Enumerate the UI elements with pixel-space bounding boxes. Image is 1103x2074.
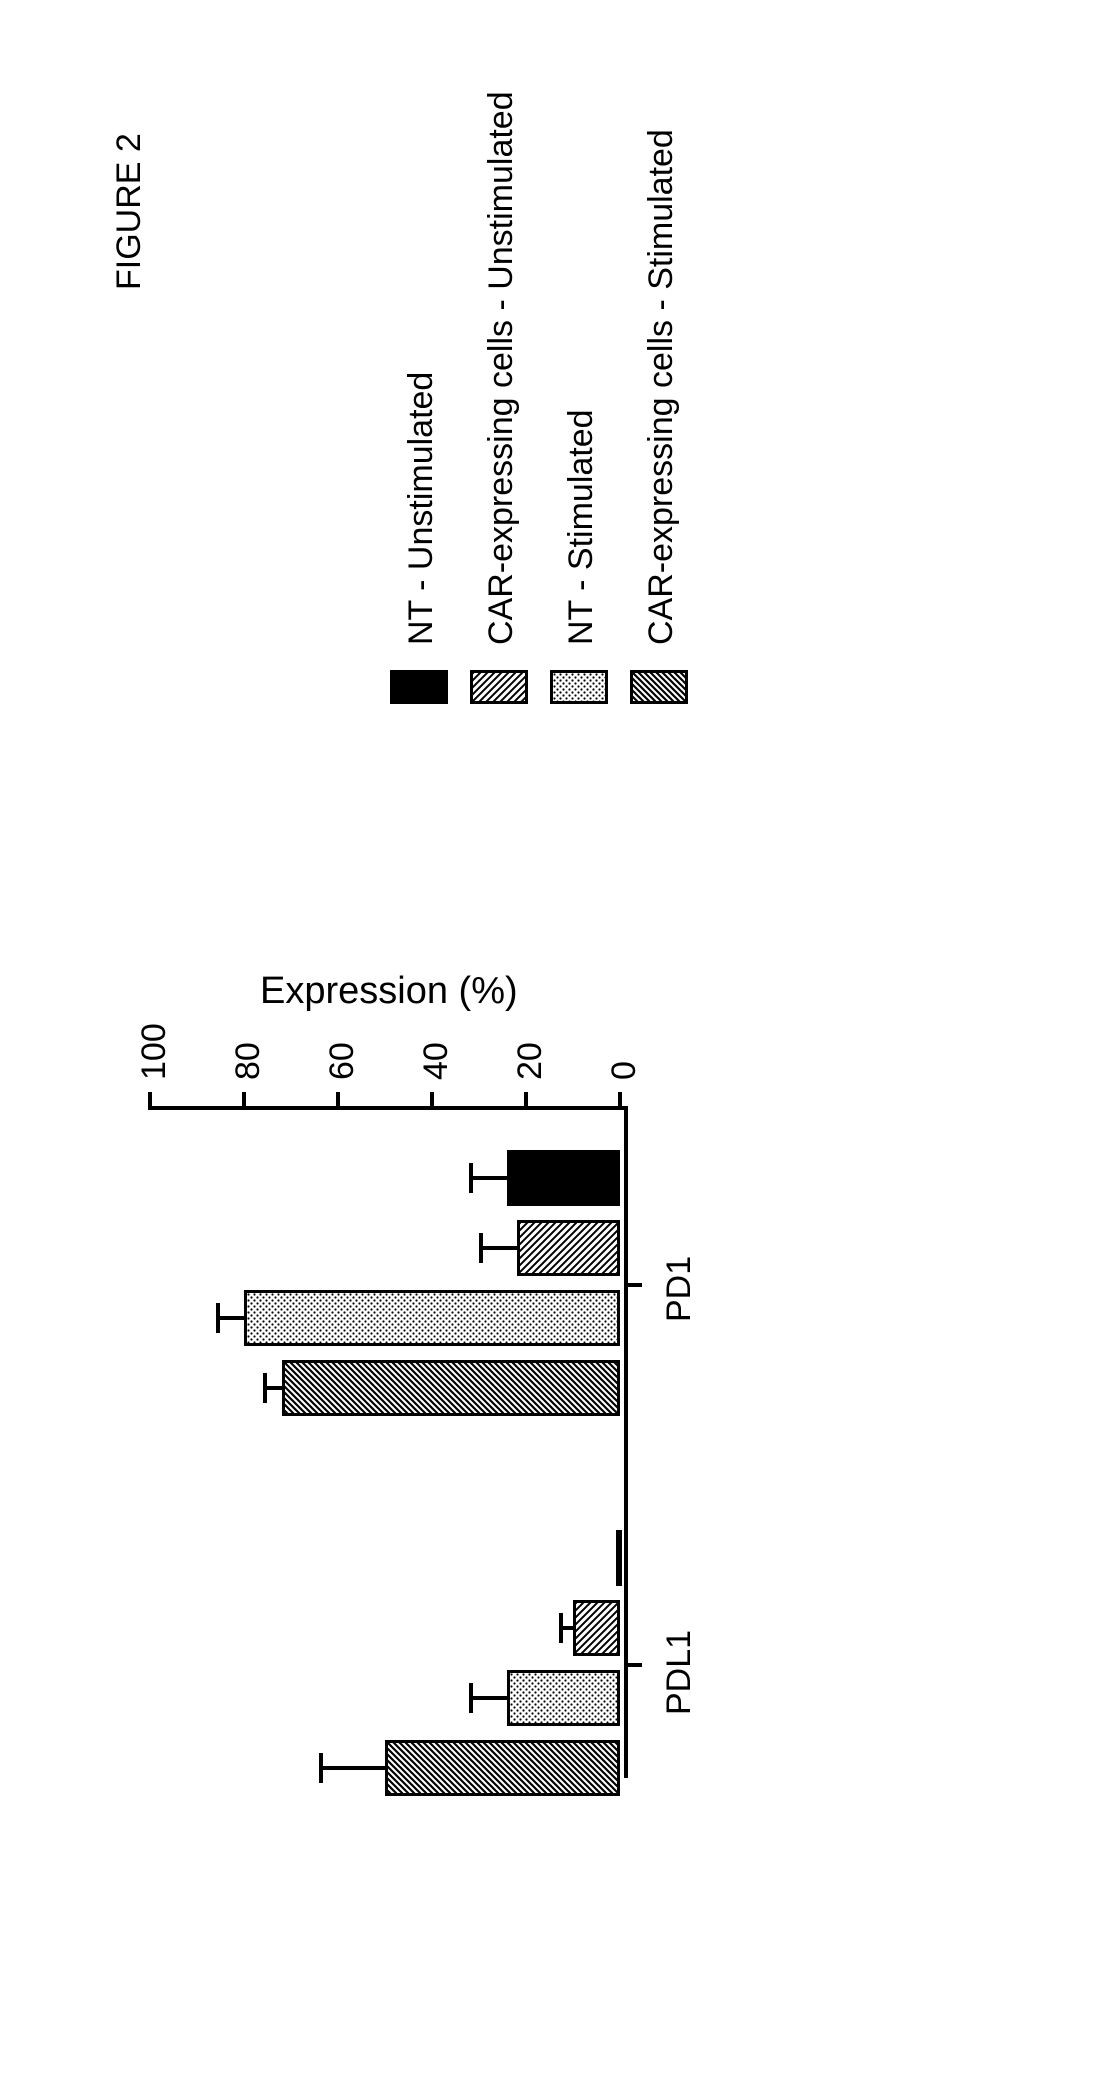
err-pd1-3-cap	[263, 1373, 267, 1403]
legend-swatch-0	[390, 670, 448, 704]
legend-label-3: CAR-expressing cells - Stimulated	[642, 129, 681, 645]
figure-caption: FIGURE 2	[110, 133, 149, 290]
err-pdl1-3-stem	[319, 1766, 385, 1770]
ytick-label-60: 60	[323, 1042, 362, 1080]
err-pdl1-2-stem	[469, 1696, 507, 1700]
ytick-80	[242, 1092, 246, 1110]
y-axis-title: Expression (%)	[260, 970, 518, 1013]
bar-pd1-nt-stim	[244, 1290, 620, 1346]
err-pd1-1-cap	[479, 1233, 483, 1263]
legend-swatch-3	[630, 670, 688, 704]
cat-label-pdl1: PDL1	[660, 1630, 699, 1715]
ytick-label-40: 40	[417, 1042, 456, 1080]
ytick-100	[148, 1092, 152, 1110]
legend-label-0: NT - Unstimulated	[402, 372, 441, 645]
legend-label-1: CAR-expressing cells - Unstimulated	[482, 91, 521, 645]
err-pdl1-3-cap	[319, 1753, 323, 1783]
bar-pdl1-nt-stim	[507, 1670, 620, 1726]
err-pd1-2-stem	[216, 1316, 244, 1320]
ytick-60	[336, 1092, 340, 1110]
figure-stage: FIGURE 2 0 20 40 60 80 100 Expression (%…	[0, 0, 1103, 2074]
bar-pdl1-nt-unstim	[616, 1530, 622, 1586]
ytick-label-100: 100	[135, 1023, 174, 1080]
ytick-label-0: 0	[605, 1061, 644, 1080]
cat-label-pd1: PD1	[660, 1256, 699, 1322]
legend-swatch-2	[550, 670, 608, 704]
err-pdl1-1-cap	[559, 1613, 563, 1643]
err-pd1-0-stem	[469, 1176, 507, 1180]
bar-pd1-car-unstim	[517, 1220, 620, 1276]
legend-label-2: NT - Stimulated	[562, 409, 601, 645]
err-pd1-0-cap	[469, 1163, 473, 1193]
err-pdl1-2-cap	[469, 1683, 473, 1713]
bar-pdl1-car-unstim	[573, 1600, 620, 1656]
cat-tick-pd1	[624, 1283, 642, 1287]
err-pd1-2-cap	[216, 1303, 220, 1333]
bar-pdl1-car-stim	[385, 1740, 620, 1796]
ytick-40	[430, 1092, 434, 1110]
bar-pd1-car-stim	[282, 1360, 620, 1416]
ytick-0	[618, 1092, 622, 1110]
legend-swatch-1	[470, 670, 528, 704]
ytick-label-80: 80	[229, 1042, 268, 1080]
ytick-label-20: 20	[511, 1042, 550, 1080]
err-pd1-1-stem	[479, 1246, 517, 1250]
ytick-20	[524, 1092, 528, 1110]
bar-pd1-nt-unstim	[507, 1150, 620, 1206]
cat-tick-pdl1	[624, 1663, 642, 1667]
